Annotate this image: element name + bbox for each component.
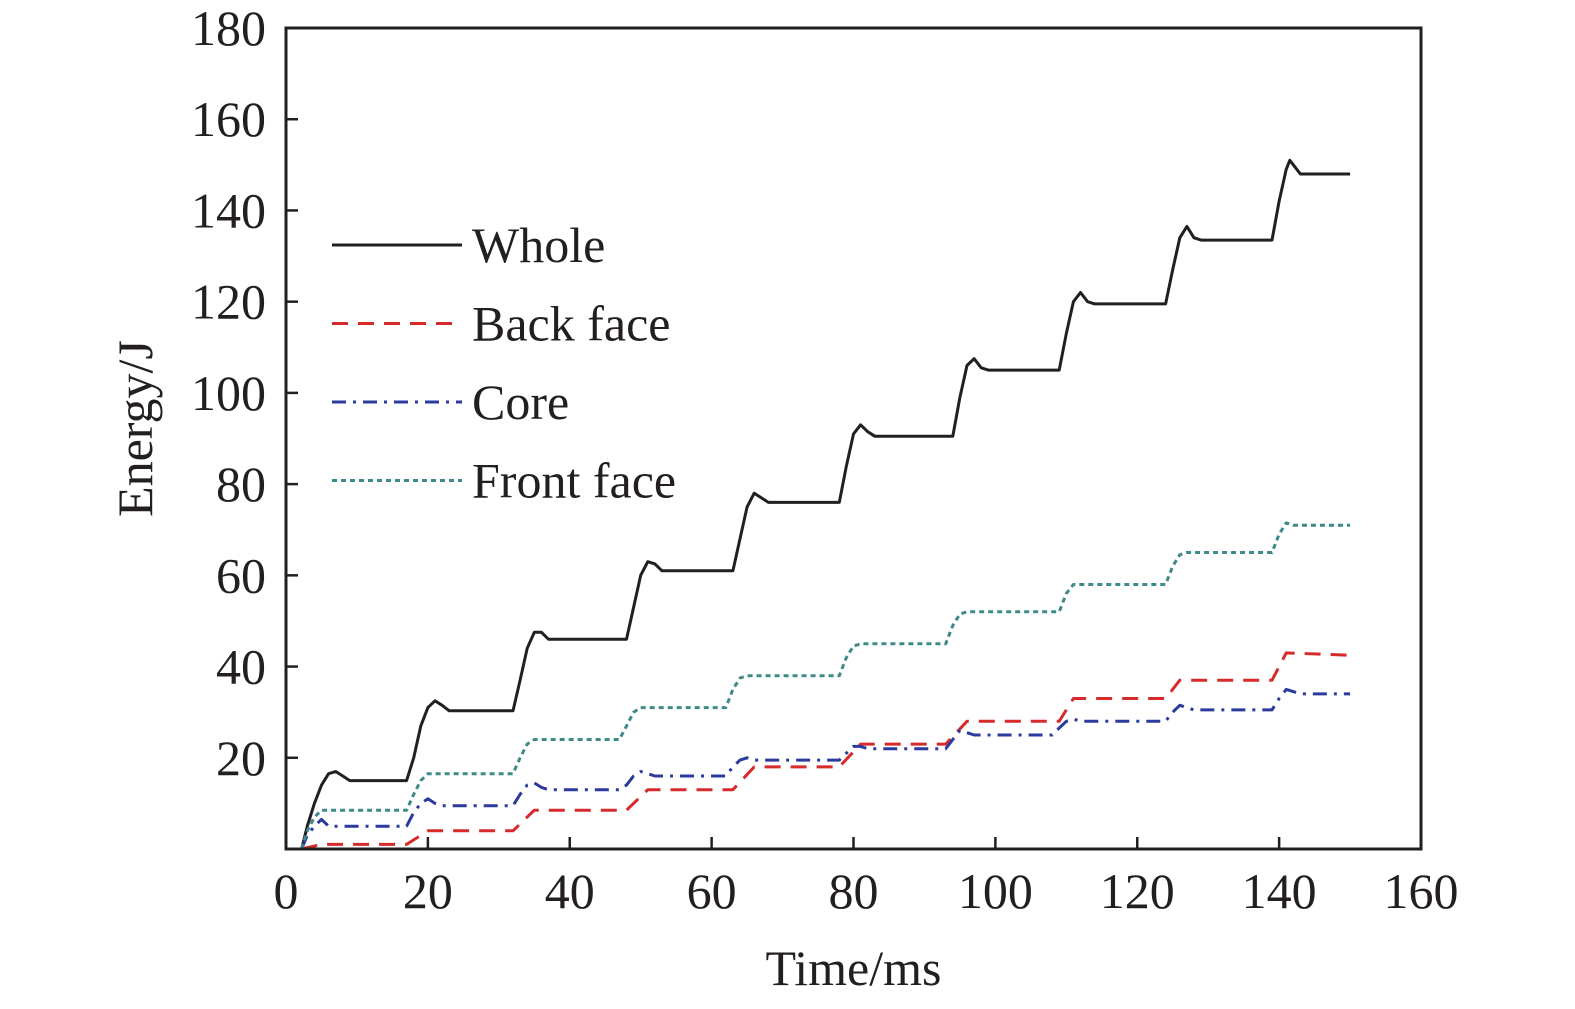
legend-label: Back face [472, 296, 670, 352]
x-tick-label: 0 [274, 863, 299, 919]
x-tick-label: 60 [687, 863, 737, 919]
x-tick-label: 100 [958, 863, 1033, 919]
y-tick-label: 120 [191, 274, 266, 330]
y-tick-label: 40 [216, 639, 266, 695]
y-tick-label: 140 [191, 182, 266, 238]
tick-labels: 0 20 40 60 80 100 120 140 160 20 40 60 80 100 120 140 16… [191, 0, 1459, 919]
y-tick-label: 160 [191, 91, 266, 147]
x-axis-label: Time/ms [765, 940, 941, 996]
series-layer [300, 158, 1351, 851]
ticks-layer [286, 117, 1281, 849]
x-tick-label: 160 [1384, 863, 1459, 919]
y-tick-label: 60 [216, 547, 266, 603]
y-tick-label: 180 [191, 0, 266, 56]
series-line-front-face [300, 521, 1351, 850]
x-tick-label: 120 [1100, 863, 1175, 919]
series-line-back-face [301, 651, 1351, 851]
legend-label: Front face [472, 453, 676, 509]
x-tick-label: 20 [403, 863, 453, 919]
legend: Whole Back face Core Front face [332, 217, 676, 509]
y-tick-label: 80 [216, 456, 266, 512]
y-axis-label: Energy/J [107, 340, 163, 517]
x-tick-label: 80 [829, 863, 879, 919]
series-line-core [300, 687, 1351, 850]
x-tick-label: 40 [545, 863, 595, 919]
y-tick-label: 20 [216, 730, 266, 786]
legend-label: Whole [472, 217, 605, 273]
legend-label: Core [472, 374, 569, 430]
series-line-whole [300, 158, 1351, 850]
x-tick-label: 140 [1242, 863, 1317, 919]
y-tick-label: 100 [191, 365, 266, 421]
